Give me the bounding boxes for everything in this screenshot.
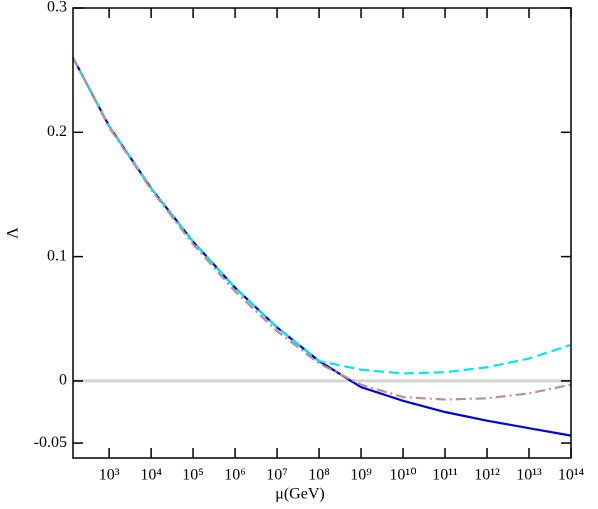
x-tick-label: 10¹¹ bbox=[432, 467, 458, 484]
x-tick-label: 10¹² bbox=[474, 467, 500, 484]
x-tick-label: 10⁴ bbox=[140, 467, 162, 484]
plot-frame bbox=[72, 7, 572, 459]
x-tick-label: 10⁹ bbox=[350, 467, 372, 484]
line-series bbox=[72, 57, 572, 401]
y-tick-label: 0.2 bbox=[47, 123, 67, 140]
x-tick-label: 10¹⁴ bbox=[558, 467, 585, 484]
x-axis-label: μ(GeV) bbox=[275, 486, 324, 503]
x-tick-label: 10⁵ bbox=[182, 467, 204, 484]
x-tick-label: 10⁶ bbox=[224, 467, 246, 484]
line-series bbox=[72, 57, 572, 437]
y-tick-label: 0.3 bbox=[47, 0, 67, 16]
x-tick-label: 10⁸ bbox=[308, 467, 330, 484]
line-series bbox=[72, 57, 572, 375]
y-tick-label: 0.1 bbox=[47, 247, 67, 264]
x-tick-label: 10¹⁰ bbox=[389, 467, 416, 484]
y-axis-label: Λ bbox=[5, 227, 22, 239]
x-tick-label: 10¹³ bbox=[516, 467, 542, 484]
y-tick-label: -0.05 bbox=[34, 434, 67, 451]
y-tick-label: 0 bbox=[59, 372, 67, 389]
x-tick-label: 10⁷ bbox=[266, 467, 288, 484]
x-tick-label: 10³ bbox=[99, 467, 120, 484]
